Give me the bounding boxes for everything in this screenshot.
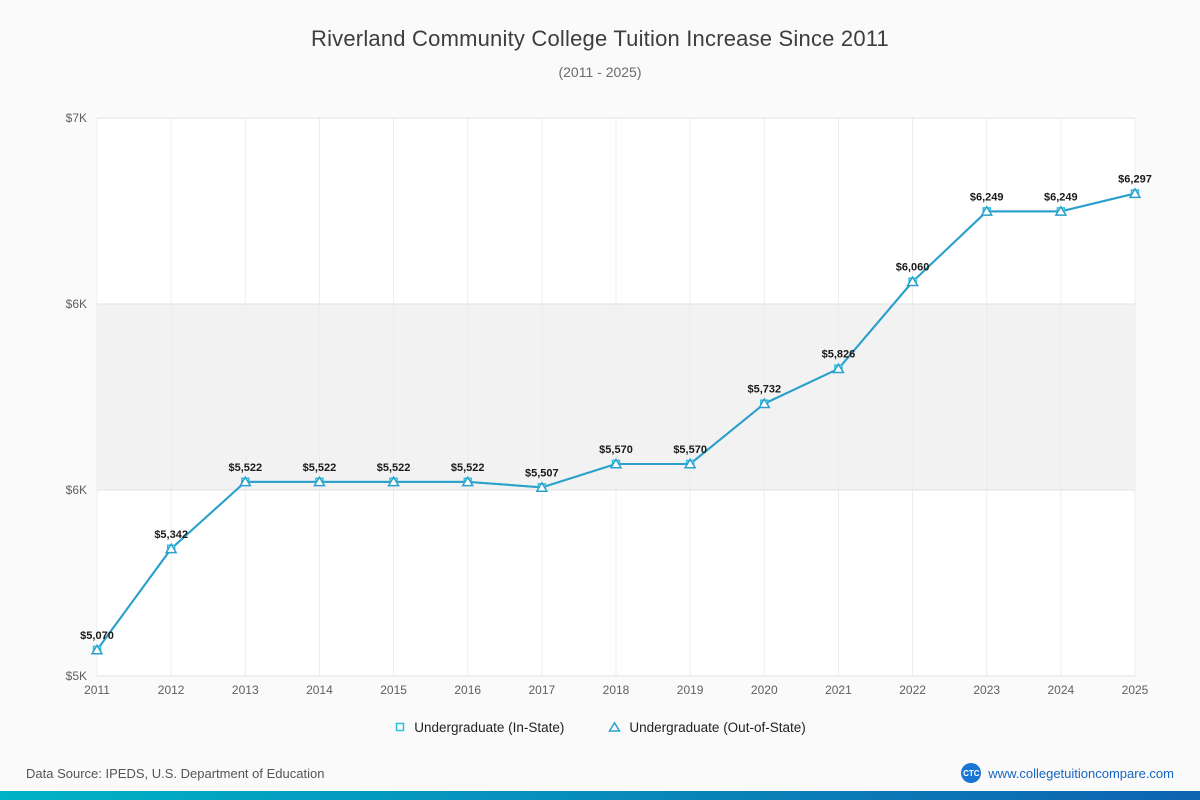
chart-legend: Undergraduate (In-State) Undergraduate (… bbox=[0, 710, 1200, 744]
data-point-marker[interactable] bbox=[535, 481, 549, 492]
data-point-marker[interactable] bbox=[906, 275, 919, 287]
x-axis-label: 2014 bbox=[306, 683, 333, 697]
legend-item-in-state[interactable]: Undergraduate (In-State) bbox=[394, 720, 564, 735]
data-point-label: $5,570 bbox=[673, 444, 707, 456]
data-point-marker[interactable] bbox=[980, 205, 994, 216]
chart-svg: $5K $6K $6K $7K 2011 2012 2013 2014 2015 2016 2017… bbox=[66, 111, 1152, 697]
data-point-label: $6,249 bbox=[1044, 191, 1078, 203]
square-marker-icon bbox=[396, 722, 405, 732]
data-point-marker[interactable] bbox=[1054, 205, 1068, 216]
legend-label-out-of-state: Undergraduate (Out-of-State) bbox=[629, 719, 806, 735]
chart-subtitle: (2011 - 2025) bbox=[558, 64, 642, 80]
x-axis-label: 2016 bbox=[454, 683, 481, 697]
data-point-label: $5,522 bbox=[451, 462, 485, 474]
data-point-label: $5,522 bbox=[377, 462, 411, 474]
x-axis-label: 2011 bbox=[84, 683, 110, 697]
data-point-marker[interactable] bbox=[683, 457, 697, 469]
data-point-marker[interactable] bbox=[609, 457, 623, 469]
bottom-accent-bar bbox=[0, 791, 1200, 800]
x-axis-label: 2021 bbox=[825, 683, 852, 697]
data-point-marker[interactable] bbox=[387, 475, 400, 487]
x-axis-label: 2017 bbox=[529, 683, 556, 697]
x-axis-label: 2019 bbox=[677, 683, 704, 697]
data-point-label: $5,522 bbox=[303, 462, 337, 474]
data-point-label: $5,522 bbox=[228, 462, 262, 474]
legend-label-in-state: Undergraduate (In-State) bbox=[414, 719, 565, 735]
data-point-marker[interactable] bbox=[90, 643, 104, 655]
website-url: www.collegetuitioncompare.com bbox=[988, 765, 1174, 781]
y-axis-label: $5K bbox=[66, 669, 87, 683]
x-axis-label: 2025 bbox=[1122, 683, 1149, 697]
data-point-label: $5,342 bbox=[154, 529, 188, 541]
data-point-marker[interactable] bbox=[1128, 187, 1142, 199]
data-source-text: Data Source: IPEDS, U.S. Department of E… bbox=[26, 765, 325, 781]
data-point-marker[interactable] bbox=[461, 475, 475, 487]
data-point-label: $5,070 bbox=[80, 630, 114, 642]
x-axis-label: 2018 bbox=[603, 683, 630, 697]
data-point-label: $5,570 bbox=[599, 444, 633, 456]
data-point-label: $5,507 bbox=[525, 467, 559, 479]
x-axis-label: 2020 bbox=[751, 683, 778, 697]
triangle-marker-icon bbox=[608, 721, 622, 732]
data-point-marker[interactable] bbox=[238, 475, 252, 487]
data-point-label: $5,732 bbox=[747, 384, 781, 396]
chart-title: Riverland Community College Tuition Incr… bbox=[311, 26, 889, 51]
data-point-marker[interactable] bbox=[832, 362, 845, 374]
data-point-label: $6,249 bbox=[970, 191, 1004, 203]
x-axis-label: 2022 bbox=[899, 683, 926, 697]
data-point-label: $6,060 bbox=[896, 262, 930, 274]
data-point-marker[interactable] bbox=[313, 475, 326, 487]
chart-header: Riverland Community College Tuition Incr… bbox=[0, 26, 1200, 80]
x-axis-label: 2023 bbox=[973, 683, 1000, 697]
data-point-marker[interactable] bbox=[757, 397, 771, 409]
data-point-label: $6,297 bbox=[1118, 174, 1152, 186]
legend-item-out-of-state[interactable]: Undergraduate (Out-of-State) bbox=[608, 719, 806, 735]
tuition-line-chart: $5K $6K $6K $7K 2011 2012 2013 2014 2015 2016 2017… bbox=[0, 100, 1200, 700]
page-footer: Data Source: IPEDS, U.S. Department of E… bbox=[0, 756, 1200, 790]
x-axis-label: 2013 bbox=[232, 683, 259, 697]
y-axis-label: $7K bbox=[66, 111, 87, 125]
y-axis-label: $6K bbox=[66, 297, 87, 311]
x-axis-label: 2012 bbox=[158, 683, 185, 697]
website-link[interactable]: CTC www.collegetuitioncompare.com bbox=[961, 763, 1174, 783]
x-axis-label: 2015 bbox=[380, 683, 407, 697]
y-axis-label: $6K bbox=[66, 483, 87, 497]
data-point-label: $5,826 bbox=[822, 349, 856, 361]
x-axis-label: 2024 bbox=[1048, 683, 1075, 697]
data-point-marker[interactable] bbox=[164, 542, 178, 554]
ctc-logo-icon: CTC bbox=[961, 763, 982, 783]
